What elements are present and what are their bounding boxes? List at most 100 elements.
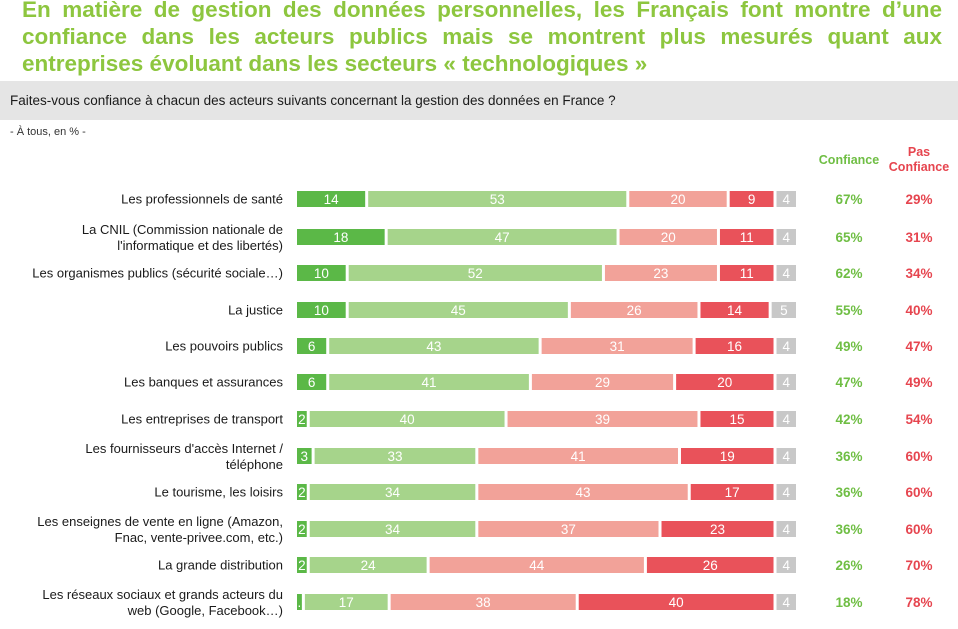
pas-confiance-total: 29%	[905, 192, 932, 207]
pas-confiance-total: 47%	[905, 339, 932, 354]
bar-segment	[297, 521, 307, 537]
confiance-total: 26%	[835, 558, 862, 573]
bar-segment	[348, 265, 602, 281]
bar-segment	[348, 302, 568, 318]
bar-segment	[578, 594, 774, 610]
bar-segment	[776, 374, 796, 390]
bar-segment	[619, 229, 717, 245]
segment-value-label: 10	[314, 266, 329, 281]
bar-segment	[531, 374, 674, 390]
segment-value-label: 53	[490, 192, 505, 207]
segment-value-label: 5	[780, 303, 788, 318]
bar-segment	[776, 265, 796, 281]
segment-value-label: 4	[783, 558, 791, 573]
bar-segment	[680, 448, 774, 464]
segment-value-label: 23	[653, 266, 668, 281]
segment-value-label: .	[298, 595, 302, 610]
bar-segment	[690, 484, 774, 500]
bar-segment	[329, 338, 539, 354]
segment-value-label: 20	[717, 375, 732, 390]
segment-value-label: 34	[385, 485, 401, 500]
segment-value-label: 2	[298, 558, 306, 573]
bar-segment	[700, 411, 774, 427]
segment-value-label: 29	[595, 375, 610, 390]
category-label: Le tourisme, les loisirs	[154, 485, 283, 500]
confiance-total: 18%	[835, 595, 862, 610]
bar-segment	[478, 448, 678, 464]
bar-segment	[368, 191, 627, 207]
bar-segment	[700, 302, 769, 318]
segment-value-label: 45	[451, 303, 466, 318]
category-label: Les pouvoirs publics	[165, 339, 283, 354]
bar-segment	[390, 594, 576, 610]
category-label: web (Google, Facebook…)	[127, 603, 283, 618]
segment-value-label: 47	[495, 230, 510, 245]
bar-segment	[387, 229, 617, 245]
segment-value-label: 4	[783, 192, 791, 207]
segment-value-label: 31	[610, 339, 625, 354]
segment-value-label: 20	[670, 192, 685, 207]
bar-segment	[297, 594, 302, 610]
bar-segment	[297, 229, 385, 245]
segment-value-label: 26	[703, 558, 718, 573]
segment-value-label: 43	[576, 485, 591, 500]
bar-segment	[776, 557, 796, 573]
bar-segment	[309, 521, 476, 537]
segment-value-label: 4	[783, 230, 791, 245]
segment-value-label: 6	[308, 339, 316, 354]
question-band	[0, 81, 958, 120]
bar-segment	[297, 191, 366, 207]
bar-segment	[719, 229, 774, 245]
bar-segment	[329, 374, 529, 390]
segment-value-label: 10	[314, 303, 329, 318]
bar-segment	[629, 191, 727, 207]
bar-segment	[309, 484, 476, 500]
bar-segment	[297, 374, 327, 390]
confiance-total: 47%	[835, 375, 862, 390]
segment-value-label: 34	[385, 522, 401, 537]
bar-segment	[297, 484, 307, 500]
pas-confiance-total: 40%	[905, 303, 932, 318]
bar-segment	[309, 557, 427, 573]
segment-value-label: 2	[298, 522, 306, 537]
bar-segment	[776, 229, 796, 245]
confiance-total: 65%	[835, 230, 862, 245]
bar-segment	[776, 411, 796, 427]
pas-confiance-total: 70%	[905, 558, 932, 573]
segment-value-label: 2	[298, 412, 306, 427]
segment-value-label: 18	[333, 230, 348, 245]
base-note: - À tous, en % -	[10, 126, 86, 138]
bar-segment	[304, 594, 388, 610]
bar-segment	[776, 191, 796, 207]
category-label: Les professionnels de santé	[121, 192, 283, 207]
confiance-total: 36%	[835, 522, 862, 537]
segment-value-label: 15	[729, 412, 744, 427]
segment-value-label: 44	[529, 558, 545, 573]
segment-value-label: 23	[710, 522, 725, 537]
segment-value-label: 4	[783, 595, 791, 610]
segment-value-label: 2	[298, 485, 306, 500]
segment-value-label: 4	[783, 485, 791, 500]
pas-confiance-total: 60%	[905, 522, 932, 537]
segment-value-label: 17	[725, 485, 740, 500]
segment-value-label: 14	[727, 303, 743, 318]
pas-confiance-header: Confiance	[889, 160, 949, 174]
bar-segment	[776, 338, 796, 354]
bar-segment	[297, 448, 312, 464]
segment-value-label: 43	[426, 339, 441, 354]
category-label: Les banques et assurances	[124, 375, 283, 390]
category-label: La justice	[228, 303, 283, 318]
pas-confiance-total: 49%	[905, 375, 932, 390]
segment-value-label: 26	[627, 303, 642, 318]
bar-segment	[507, 411, 698, 427]
segment-value-label: 9	[748, 192, 756, 207]
segment-value-label: 41	[571, 449, 586, 464]
confiance-total: 62%	[835, 266, 862, 281]
segment-value-label: 16	[727, 339, 742, 354]
pas-confiance-total: 60%	[905, 449, 932, 464]
confiance-total: 42%	[835, 412, 862, 427]
pas-confiance-total: 60%	[905, 485, 932, 500]
category-label: téléphone	[226, 457, 283, 472]
confiance-total: 49%	[835, 339, 862, 354]
